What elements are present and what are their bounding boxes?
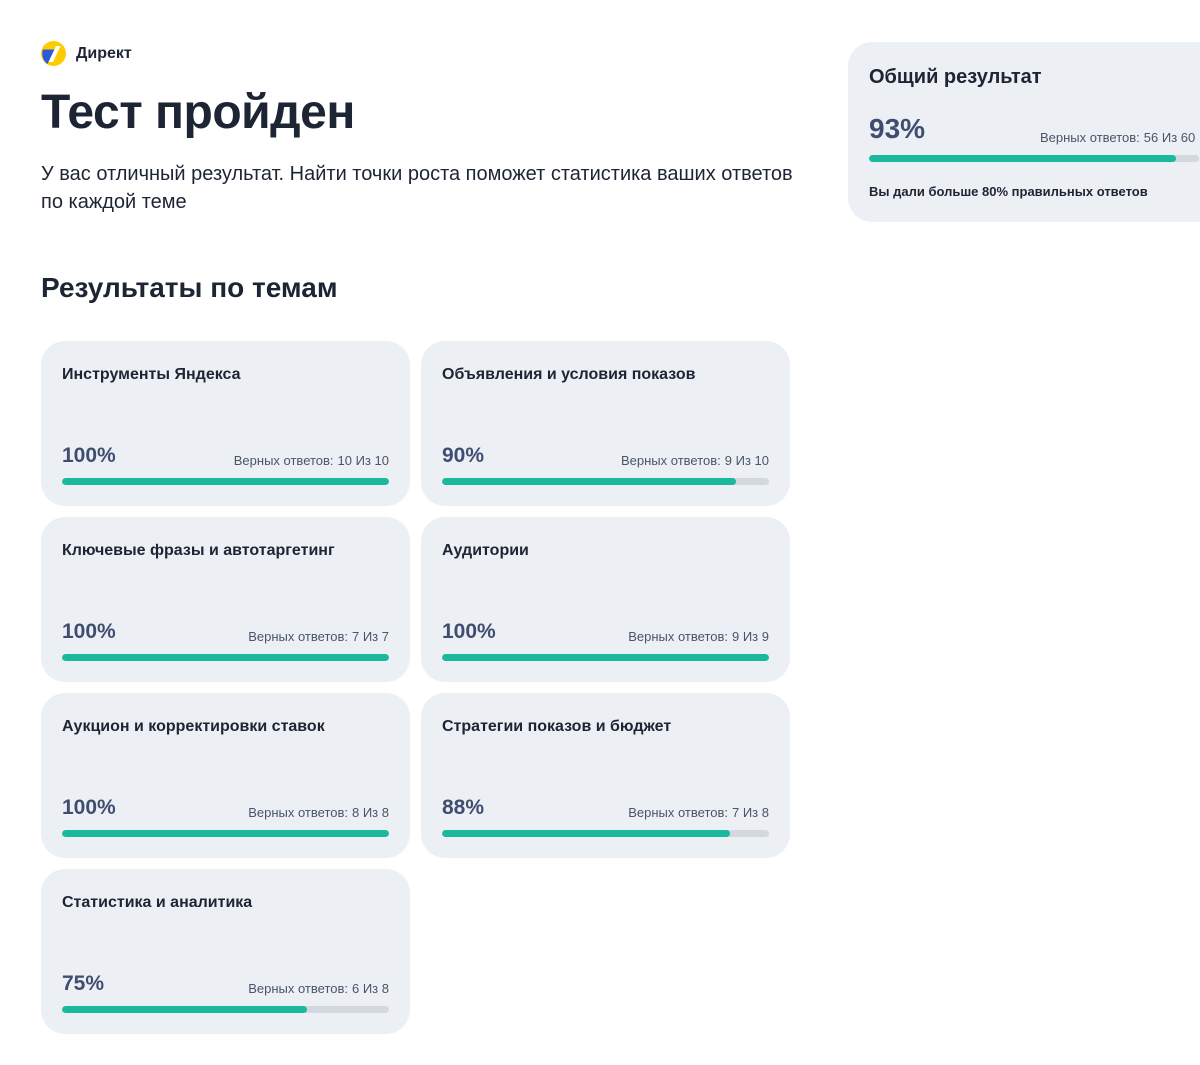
topic-percent: 100% — [62, 620, 116, 643]
topic-progress-fill — [442, 478, 737, 485]
topic-progress-bar — [62, 654, 389, 661]
answer-count-value: 7 Из 8 — [732, 805, 769, 820]
topic-card: Стратегии показов и бюджет 88% Верных от… — [421, 693, 790, 858]
topic-title: Ключевые фразы и автотаргетинг — [62, 542, 335, 559]
topic-answer-count: Верных ответов: 6 Из 8 — [248, 980, 389, 998]
topic-card: Ключевые фразы и автотаргетинг 100% Верн… — [41, 517, 410, 682]
topic-title: Аудитории — [442, 542, 529, 559]
answer-count-prefix: Верных ответов: — [1040, 130, 1140, 145]
topic-progress-bar — [442, 478, 769, 485]
answer-count-value: 6 Из 8 — [352, 981, 389, 996]
topic-percent: 100% — [442, 620, 496, 643]
topic-percent: 90% — [442, 444, 485, 467]
answer-count-prefix: Верных ответов: — [628, 805, 728, 820]
topic-answer-count: Верных ответов: 9 Из 9 — [628, 628, 769, 646]
topic-progress-fill — [442, 830, 730, 837]
topic-progress-bar — [62, 830, 389, 837]
brand-logo[interactable]: Директ — [41, 41, 132, 66]
topic-answer-count: Верных ответов: 7 Из 7 — [248, 628, 389, 646]
topic-progress-fill — [62, 654, 389, 661]
overall-result-card: Общий результат 93% Верных ответов: 56 И… — [848, 42, 1200, 222]
answer-count-value: 8 Из 8 — [352, 805, 389, 820]
answer-count-prefix: Верных ответов: — [248, 981, 348, 996]
answer-count-value: 10 Из 10 — [337, 453, 389, 468]
answer-count-prefix: Верных ответов: — [628, 629, 728, 644]
topic-answer-count: Верных ответов: 8 Из 8 — [248, 804, 389, 822]
topic-card: Аукцион и корректировки ставок 100% Верн… — [41, 693, 410, 858]
topic-percent: 100% — [62, 444, 116, 467]
page-subtitle: У вас отличный результат. Найти точки ро… — [41, 163, 793, 213]
answer-count-prefix: Верных ответов: — [248, 805, 348, 820]
overall-result-percent: 93% — [869, 113, 926, 144]
answer-count-prefix: Верных ответов: — [621, 453, 721, 468]
topic-answer-count: Верных ответов: 9 Из 10 — [621, 452, 769, 470]
answer-count-value: 56 Из 60 — [1143, 130, 1196, 145]
topic-progress-bar — [442, 654, 769, 661]
topic-card: Аудитории 100% Верных ответов: 9 Из 9 — [421, 517, 790, 682]
answer-count-value: 7 Из 7 — [352, 629, 389, 644]
topic-progress-fill — [442, 654, 769, 661]
topic-title: Стратегии показов и бюджет — [442, 718, 672, 735]
section-title: Результаты по темам — [41, 272, 338, 303]
yandex-direct-logo-icon — [41, 41, 66, 66]
topic-answer-count: Верных ответов: 10 Из 10 — [234, 452, 389, 470]
answer-count-prefix: Верных ответов: — [233, 453, 334, 468]
topic-progress-bar — [62, 478, 389, 485]
topic-progress-bar — [442, 830, 769, 837]
topic-progress-fill — [62, 1006, 308, 1013]
topic-title: Статистика и аналитика — [62, 894, 253, 911]
topic-card: Объявления и условия показов 90% Верных … — [421, 341, 790, 506]
topic-title: Инструменты Яндекса — [62, 366, 241, 383]
overall-progress-bar — [869, 155, 1199, 162]
answer-count-value: 9 Из 10 — [724, 453, 769, 468]
overall-result-title: Общий результат — [869, 66, 1042, 88]
topic-percent: 100% — [62, 796, 116, 819]
topic-title: Объявления и условия показов — [442, 366, 696, 383]
topic-card: Статистика и аналитика 75% Верных ответо… — [41, 869, 410, 1034]
topic-percent: 88% — [442, 796, 485, 819]
topic-answer-count: Верных ответов: 7 Из 8 — [628, 804, 769, 822]
topic-progress-bar — [62, 1006, 389, 1013]
overall-progress-fill — [869, 155, 1176, 162]
page-title: Тест пройден — [41, 86, 355, 139]
topic-progress-fill — [62, 830, 389, 837]
overall-result-note: Вы дали больше 80% правильных ответов — [869, 184, 1148, 199]
topic-title: Аукцион и корректировки ставок — [62, 718, 325, 735]
answer-count-prefix: Верных ответов: — [248, 629, 348, 644]
topic-card: Инструменты Яндекса 100% Верных ответов:… — [41, 341, 410, 506]
answer-count-value: 9 Из 9 — [732, 629, 769, 644]
overall-answer-count: Верных ответов: 56 Из 60 — [1040, 129, 1195, 147]
brand-name: Директ — [76, 44, 132, 62]
topic-percent: 75% — [62, 972, 105, 995]
topics-grid: Инструменты Яндекса 100% Верных ответов:… — [41, 341, 790, 1034]
topic-progress-fill — [62, 478, 389, 485]
